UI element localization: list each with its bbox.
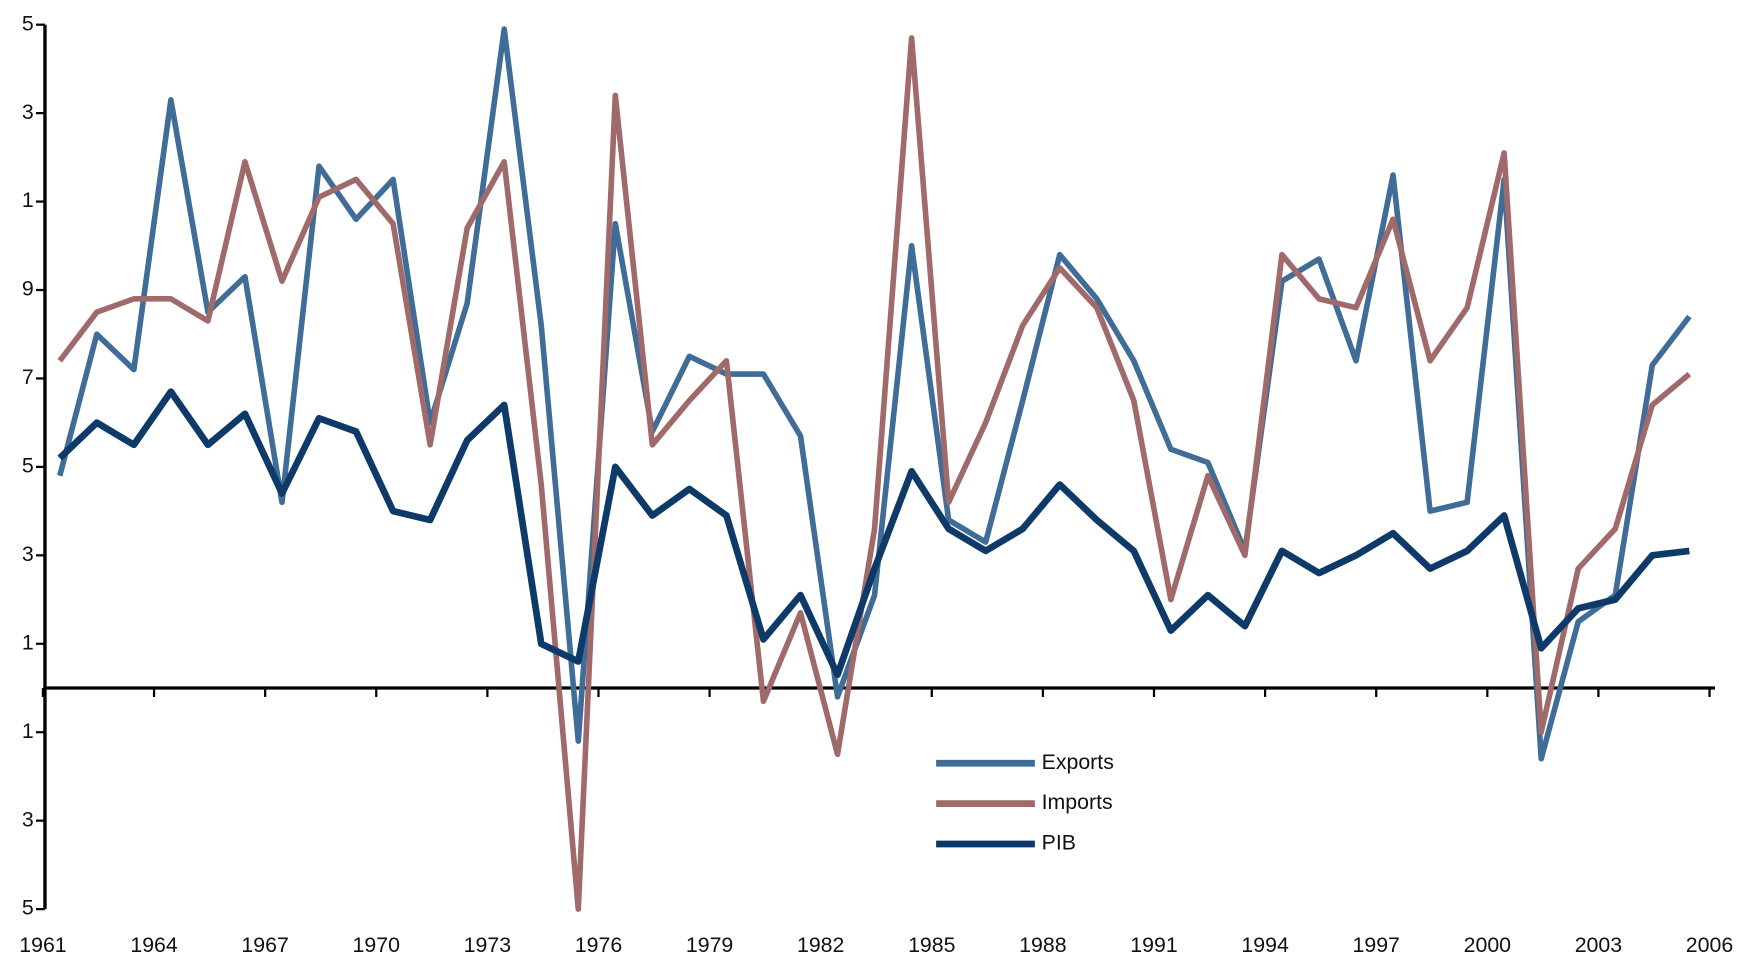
x-tick-label: 1967 (241, 933, 288, 954)
x-tick-label: 1997 (1353, 933, 1400, 954)
y-tick-label: 7 (22, 365, 34, 389)
x-tick-label: 2006 (1686, 933, 1733, 954)
x-tick-label: 1988 (1019, 933, 1066, 954)
y-tick-label: 3 (22, 807, 34, 831)
y-tick-label: 1 (22, 188, 34, 212)
x-tick-label: 1961 (19, 933, 66, 954)
x-tick-label: 2000 (1464, 933, 1512, 954)
y-tick-label: 3 (22, 542, 34, 566)
legend-label: Imports (1042, 790, 1113, 814)
y-tick-label: 5 (22, 896, 34, 920)
line-series (57, 26, 1692, 762)
x-tick-label: 1982 (797, 933, 844, 954)
y-tick-label: 5 (22, 11, 34, 35)
y-tick-label: 3 (22, 100, 34, 124)
legend-label: PIB (1042, 831, 1076, 855)
y-tick-label: 1 (22, 630, 34, 654)
x-tick-label: 2003 (1575, 933, 1622, 954)
line-series (57, 35, 1692, 912)
x-tick-label: 1985 (908, 933, 955, 954)
line-series (57, 388, 1690, 679)
y-tick-label: 5 (22, 454, 34, 478)
x-tick-label: 1979 (686, 933, 733, 954)
y-tick-label: 1 (22, 719, 34, 743)
x-tick-label: 1973 (464, 933, 511, 954)
x-tick-label: 1964 (130, 933, 178, 954)
x-tick-label: 1970 (353, 933, 401, 954)
legend-label: Exports (1042, 750, 1114, 774)
x-tick-label: 1991 (1130, 933, 1177, 954)
x-tick-label: 1976 (575, 933, 622, 954)
x-tick-label: 1994 (1241, 933, 1289, 954)
y-tick-label: 9 (22, 277, 34, 301)
